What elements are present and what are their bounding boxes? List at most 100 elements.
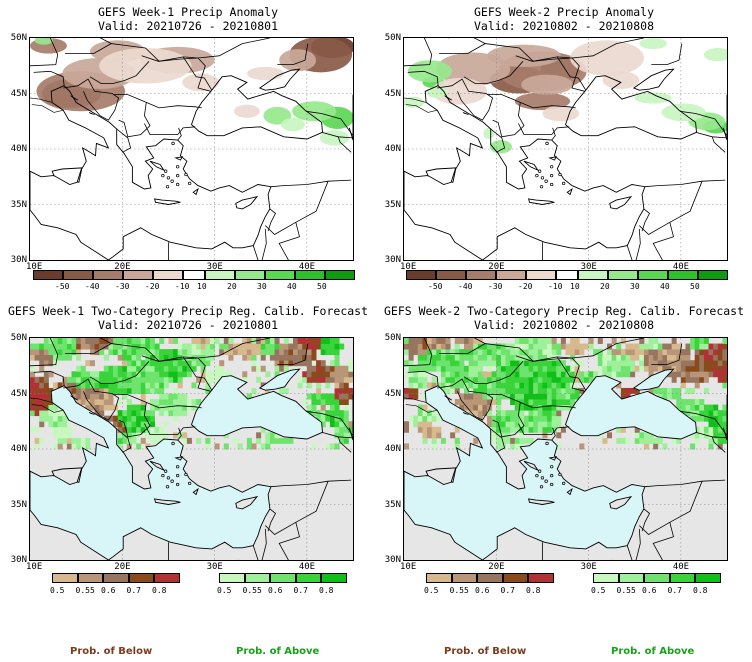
forecast-cell <box>523 371 529 378</box>
forecast-cell <box>131 349 137 356</box>
forecast-cell <box>523 360 529 367</box>
country-border <box>270 479 352 488</box>
forecast-cell <box>708 410 714 417</box>
forecast-cell <box>205 437 211 444</box>
forecast-cell <box>643 432 649 439</box>
forecast-cell <box>565 404 571 411</box>
forecast-cell <box>320 365 326 372</box>
forecast-cell <box>233 343 239 350</box>
forecast-cell <box>57 421 63 428</box>
forecast-cell <box>57 349 63 356</box>
forecast-cell <box>676 360 682 367</box>
forecast-cell <box>99 376 105 383</box>
forecast-cell <box>163 410 169 417</box>
forecast-cell <box>34 382 40 389</box>
forecast-cell <box>602 437 608 444</box>
forecast-cell <box>163 349 169 356</box>
forecast-cell <box>676 399 682 405</box>
forecast-cell <box>625 437 631 444</box>
forecast-cell <box>339 399 345 405</box>
forecast-cell <box>551 349 557 356</box>
forecast-cell <box>510 354 516 361</box>
colorbar-tick: 0.5 <box>591 586 606 595</box>
island <box>540 476 545 480</box>
forecast-cell <box>616 365 622 372</box>
forecast-cell <box>113 415 119 422</box>
forecast-cell <box>588 376 594 383</box>
forecast-cell <box>99 387 105 394</box>
forecast-cell <box>339 393 345 400</box>
forecast-cell <box>459 376 465 383</box>
forecast-cell <box>565 365 571 372</box>
forecast-cell <box>690 399 696 405</box>
country-border <box>63 78 120 121</box>
forecast-cell <box>408 349 414 356</box>
forecast-cell <box>334 349 340 356</box>
forecast-cell <box>140 387 146 394</box>
map-week2-precip-anomaly <box>403 37 728 261</box>
country-border <box>278 222 300 260</box>
colorbar-swatch <box>426 573 452 583</box>
anomaly-area <box>639 38 668 50</box>
forecast-cell <box>251 387 257 394</box>
country-border <box>439 43 585 92</box>
forecast-cell <box>703 371 709 378</box>
forecast-cell <box>431 426 437 433</box>
forecast-cell <box>445 338 451 344</box>
forecast-cell <box>343 404 349 411</box>
country-border <box>639 481 703 535</box>
forecast-cell <box>223 343 229 350</box>
forecast-cell <box>117 354 123 361</box>
forecast-cell <box>556 360 562 367</box>
forecast-cell <box>43 410 49 417</box>
forecast-cell <box>334 393 340 400</box>
forecast-cell <box>43 376 49 383</box>
forecast-cell <box>223 338 229 344</box>
forecast-cell <box>154 399 160 405</box>
forecast-cell <box>177 410 183 417</box>
forecast-cell <box>417 371 423 378</box>
forecast-cell <box>348 360 353 367</box>
forecast-cell <box>676 404 682 411</box>
forecast-cell <box>422 338 428 344</box>
forecast-cell <box>643 349 649 356</box>
forecast-cell <box>329 371 335 378</box>
forecast-cell <box>94 338 100 344</box>
forecast-cell <box>39 360 45 367</box>
forecast-cell <box>510 371 516 378</box>
forecast-cell <box>533 360 539 367</box>
forecast-cell <box>39 399 45 405</box>
forecast-cell <box>694 404 700 411</box>
forecast-cell <box>537 387 543 394</box>
colorbar-swatch <box>669 573 695 583</box>
forecast-cell <box>297 349 303 356</box>
colorbar-swatch <box>321 573 347 583</box>
forecast-cell <box>334 404 340 411</box>
forecast-cell <box>477 404 483 411</box>
colorbar-swatch <box>33 270 63 280</box>
forecast-cell <box>136 404 142 411</box>
forecast-cell <box>191 404 197 411</box>
forecast-cell <box>699 365 705 372</box>
forecast-cell <box>551 338 557 344</box>
forecast-cell <box>459 354 465 361</box>
forecast-cell <box>316 365 322 372</box>
island <box>164 469 168 473</box>
forecast-cell <box>168 371 174 378</box>
forecast-cell <box>76 365 82 372</box>
forecast-cell <box>551 376 557 383</box>
forecast-cell <box>103 399 109 405</box>
forecast-cell <box>514 365 520 372</box>
forecast-cell <box>657 360 663 367</box>
forecast-cell <box>607 371 613 378</box>
forecast-cell <box>117 432 123 439</box>
forecast-cell <box>274 371 280 378</box>
forecast-cell <box>122 382 128 389</box>
forecast-cell <box>694 415 700 422</box>
forecast-cell <box>99 382 105 389</box>
colorbar-swatch <box>295 270 325 280</box>
sea-of-azov <box>632 368 675 391</box>
forecast-cell <box>597 360 603 367</box>
forecast-cell <box>717 437 723 444</box>
forecast-cell <box>454 338 460 344</box>
